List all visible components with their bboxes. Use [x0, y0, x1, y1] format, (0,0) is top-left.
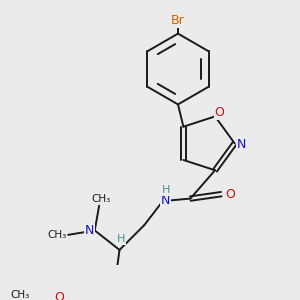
Text: CH₃: CH₃ [47, 230, 66, 240]
Text: O: O [54, 291, 64, 300]
Text: CH₃: CH₃ [10, 290, 29, 300]
Text: N: N [85, 224, 94, 237]
Text: CH₃: CH₃ [91, 194, 110, 204]
Text: H: H [162, 185, 171, 195]
Text: Br: Br [171, 14, 185, 27]
Text: H: H [117, 234, 125, 244]
Text: N: N [237, 138, 246, 151]
Text: N: N [161, 194, 170, 207]
Text: O: O [214, 106, 224, 119]
Text: O: O [225, 188, 235, 201]
